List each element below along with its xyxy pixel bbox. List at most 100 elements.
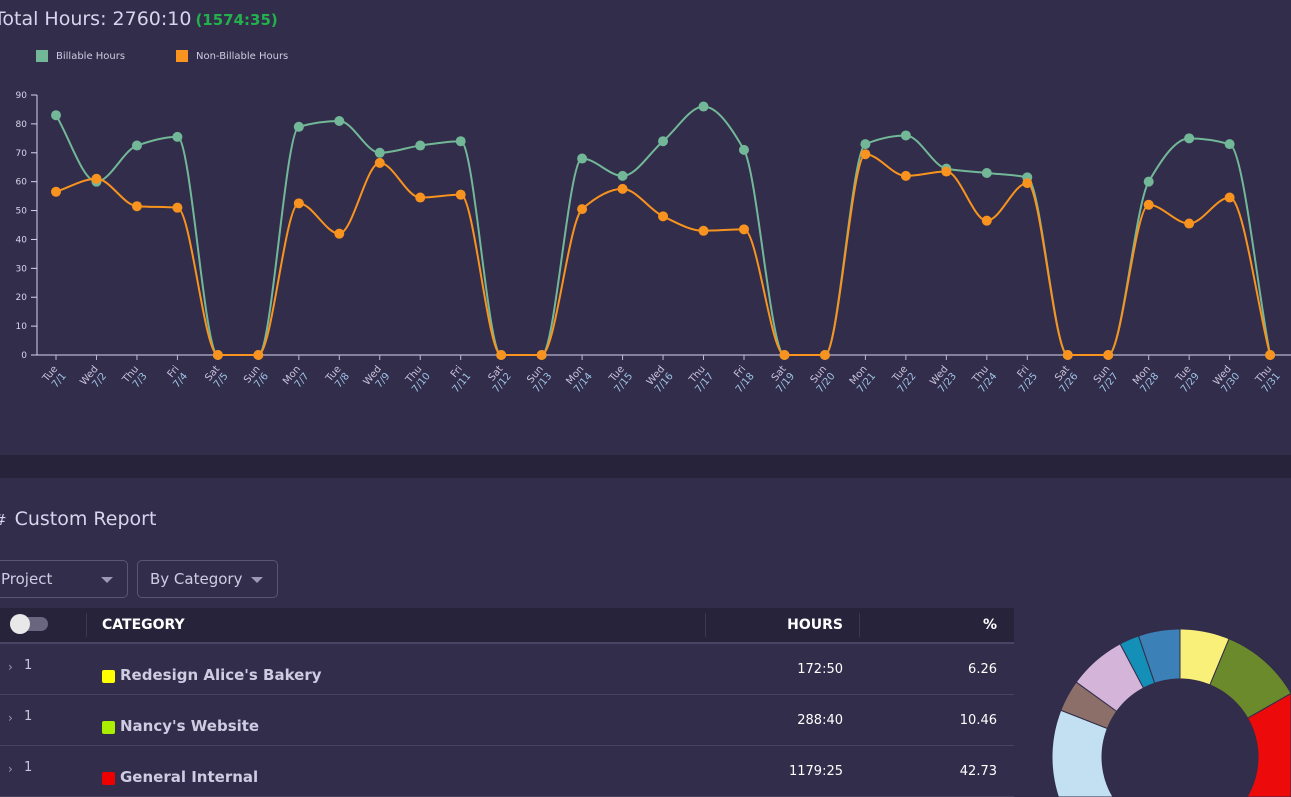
data-point-non-billable[interactable] — [172, 202, 183, 213]
data-point-non-billable[interactable] — [900, 170, 911, 181]
expand-all-toggle[interactable] — [10, 614, 48, 634]
data-point-non-billable[interactable] — [51, 186, 61, 197]
data-point-non-billable[interactable] — [1022, 178, 1033, 189]
data-point-billable[interactable] — [455, 136, 466, 147]
x-tick-label: Thu7/10 — [402, 364, 433, 395]
data-point-billable[interactable] — [577, 153, 588, 164]
x-tick-label: Tue7/1 — [40, 364, 68, 392]
data-point-non-billable[interactable] — [293, 198, 304, 209]
data-point-non-billable[interactable] — [1103, 350, 1114, 360]
data-point-non-billable[interactable] — [91, 173, 102, 184]
column-hours[interactable]: HOURS — [787, 617, 843, 633]
data-point-billable[interactable] — [374, 147, 385, 158]
data-point-billable[interactable] — [617, 170, 628, 181]
y-tick-label: 70 — [16, 149, 28, 159]
chevron-right-icon[interactable]: › — [8, 660, 13, 674]
data-point-non-billable[interactable] — [1062, 350, 1073, 360]
total-hours-title: Total Hours: 2760:10 (1574:35) — [0, 8, 278, 30]
data-point-non-billable[interactable] — [981, 215, 992, 226]
category-name: Redesign Alice's Bakery — [120, 666, 322, 684]
data-point-non-billable[interactable] — [577, 204, 588, 215]
legend-billable[interactable]: Billable Hours — [36, 50, 125, 62]
y-tick-label: 20 — [16, 293, 28, 303]
data-point-non-billable[interactable] — [455, 189, 466, 200]
data-point-non-billable[interactable] — [253, 350, 264, 360]
data-point-non-billable[interactable] — [1143, 199, 1154, 210]
data-point-non-billable[interactable] — [131, 201, 142, 212]
data-point-non-billable[interactable] — [536, 350, 547, 360]
data-point-non-billable[interactable] — [698, 225, 709, 236]
report-title: Custom Report — [14, 508, 157, 530]
data-point-non-billable[interactable] — [1224, 192, 1235, 203]
data-point-billable[interactable] — [900, 130, 911, 141]
donut-slice[interactable] — [1246, 692, 1291, 797]
toggle-knob — [10, 614, 30, 634]
data-point-non-billable[interactable] — [1184, 218, 1195, 229]
data-point-billable[interactable] — [981, 168, 992, 178]
data-point-billable[interactable] — [334, 116, 345, 126]
chevron-right-icon[interactable]: › — [8, 711, 13, 725]
legend-swatch — [36, 50, 48, 62]
data-point-billable[interactable] — [1224, 139, 1235, 150]
series-line-non-billable — [55, 153, 1272, 356]
table-row[interactable]: › 1 Redesign Alice's Bakery 172:50 6.26 — [0, 644, 1014, 695]
category-color-swatch — [102, 772, 115, 785]
category-color-swatch — [102, 670, 115, 683]
data-point-non-billable[interactable] — [819, 350, 830, 360]
data-point-billable[interactable] — [293, 121, 304, 132]
donut-slice[interactable] — [1137, 628, 1181, 684]
data-point-non-billable[interactable] — [374, 157, 385, 168]
x-tick-label: Sat7/5 — [203, 364, 230, 391]
column-divider — [859, 613, 860, 637]
donut-slice[interactable] — [1051, 709, 1114, 797]
data-point-billable[interactable] — [698, 101, 709, 112]
x-tick-label: Sat7/26 — [1049, 364, 1080, 395]
x-tick-label: Sun7/13 — [523, 364, 554, 395]
data-point-non-billable[interactable] — [860, 149, 871, 160]
x-tick-label: Mon7/7 — [281, 364, 311, 394]
data-point-non-billable[interactable] — [779, 350, 790, 360]
table-row[interactable]: › 1 General Internal 1179:25 42.73 — [0, 746, 1014, 797]
data-point-billable[interactable] — [860, 139, 871, 150]
table-row[interactable]: › 1 Nancy's Website 288:40 10.46 — [0, 695, 1014, 746]
data-point-billable[interactable] — [1143, 176, 1154, 187]
legend-label: Non-Billable Hours — [196, 50, 289, 62]
entry-count: 1 — [24, 709, 33, 724]
data-point-non-billable[interactable] — [738, 224, 749, 235]
data-point-billable[interactable] — [131, 140, 142, 151]
data-point-billable[interactable] — [415, 140, 426, 151]
hours-value: 288:40 — [797, 713, 843, 728]
column-percent[interactable]: % — [982, 617, 997, 633]
x-tick-label: Mon7/28 — [1130, 364, 1161, 395]
x-tick-label: Tue7/29 — [1171, 364, 1202, 395]
legend-non-billable[interactable]: Non-Billable Hours — [176, 50, 288, 62]
data-point-non-billable[interactable] — [496, 350, 507, 360]
column-divider — [86, 613, 87, 637]
section-divider — [0, 455, 1291, 478]
data-point-billable[interactable] — [658, 136, 669, 147]
x-tick-label: Thu7/24 — [968, 364, 999, 395]
chevron-right-icon[interactable]: › — [8, 762, 13, 776]
column-category[interactable]: CATEGORY — [102, 617, 185, 633]
group-by-select[interactable]: Project — [0, 560, 128, 598]
data-point-non-billable[interactable] — [941, 166, 952, 177]
data-point-billable[interactable] — [51, 110, 61, 121]
data-point-non-billable[interactable] — [1265, 350, 1276, 360]
entry-count: 1 — [24, 658, 33, 673]
data-point-billable[interactable] — [738, 144, 749, 155]
hours-line-chart: 0 10 20 30 40 50 60 70 80 90 Tue7/1 Wed7/2 Thu7/3 Fri… — [16, 91, 1291, 395]
category-color-swatch — [102, 721, 115, 734]
data-point-non-billable[interactable] — [658, 211, 669, 222]
data-point-non-billable[interactable] — [212, 350, 223, 360]
hours-value: 1179:25 — [788, 764, 843, 779]
x-tick-label: Wed7/30 — [1211, 364, 1242, 395]
x-tick-label: Tue7/22 — [887, 364, 918, 395]
data-point-billable[interactable] — [1184, 133, 1195, 144]
legend-label: Billable Hours — [56, 50, 126, 62]
data-point-billable[interactable] — [172, 131, 183, 142]
select-value: Project — [1, 570, 53, 588]
data-point-non-billable[interactable] — [415, 192, 426, 203]
data-point-non-billable[interactable] — [334, 228, 345, 239]
breakdown-select[interactable]: By Category — [137, 560, 278, 598]
data-point-non-billable[interactable] — [617, 183, 628, 194]
